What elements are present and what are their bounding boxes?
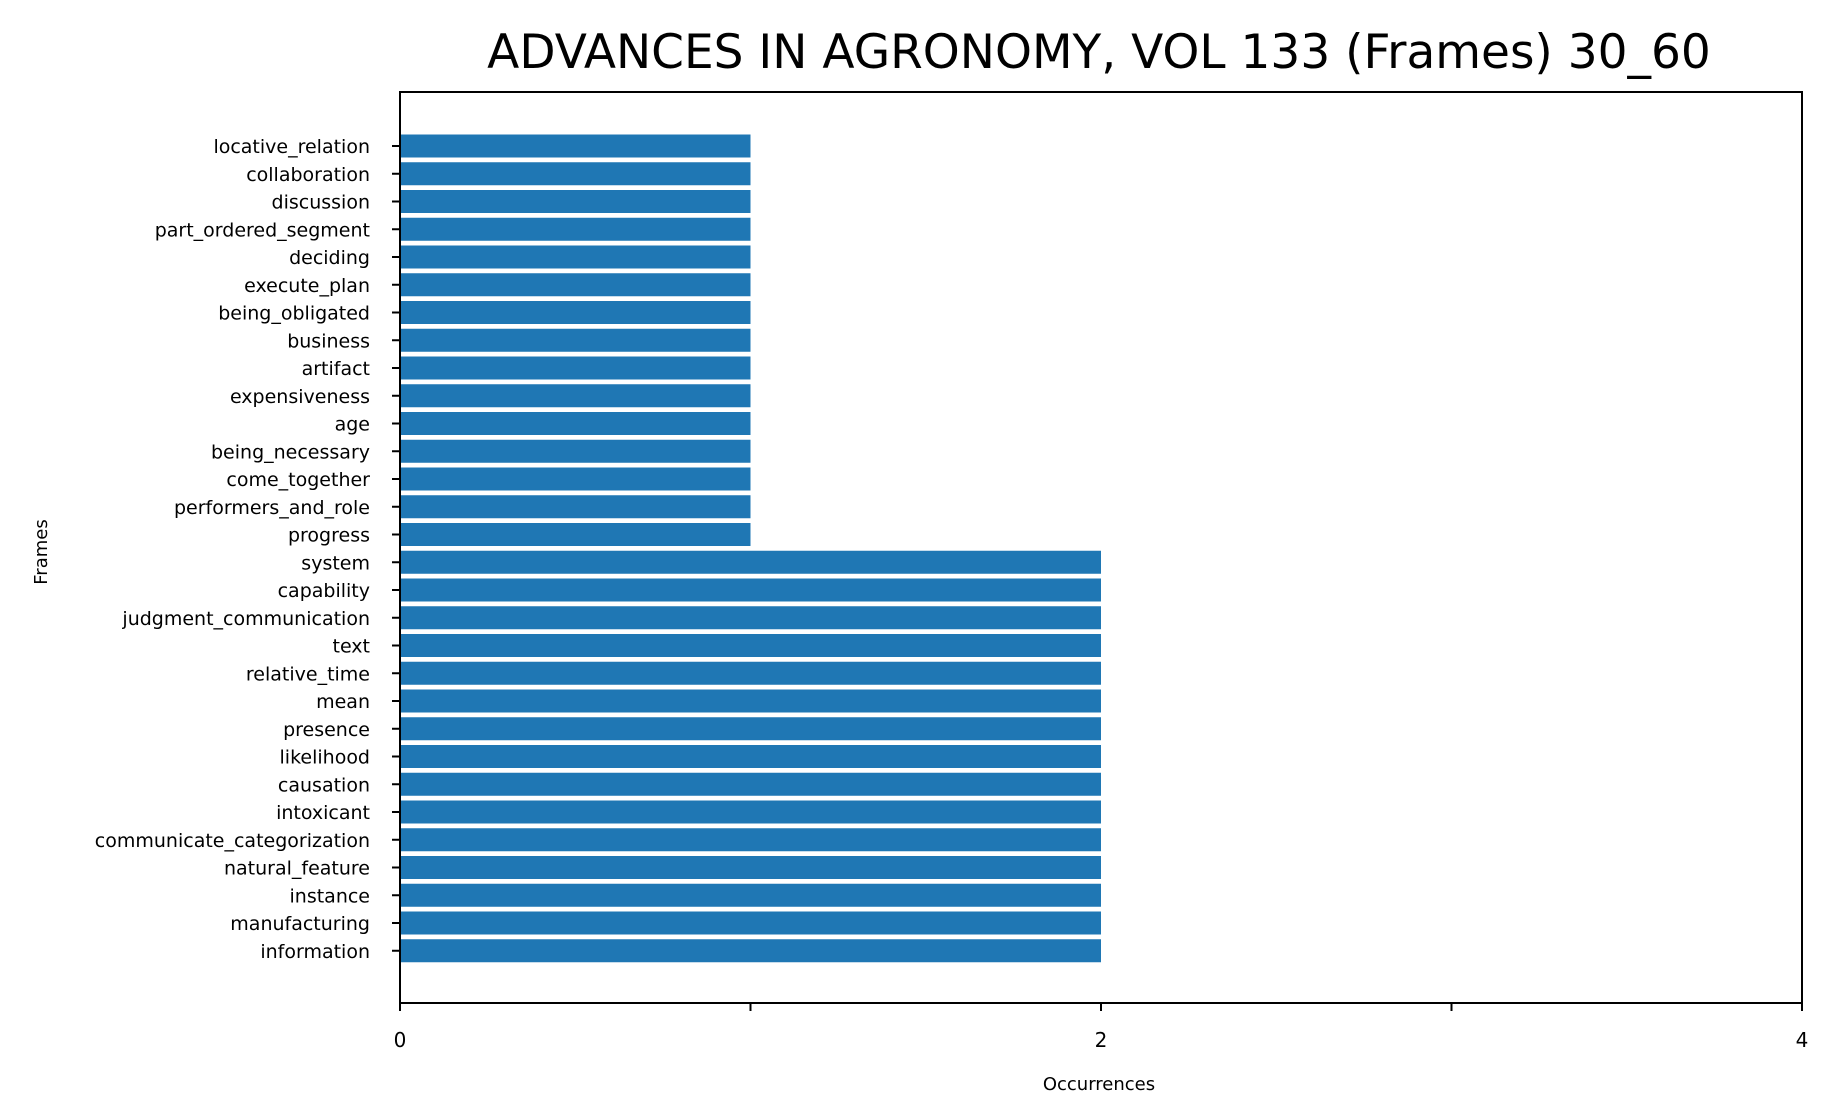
bar-artifact [400, 356, 751, 380]
y-tick-label: execute_plan [244, 275, 370, 297]
y-tick-label: text [333, 636, 371, 658]
bar-judgment_communication [400, 606, 1101, 630]
y-axis-ticks: locative_relation collaboration discussion… [95, 136, 400, 963]
bar-causation [400, 772, 1101, 796]
y-tick-label: collaboration [246, 164, 370, 186]
bar-expensiveness [400, 384, 751, 408]
bar-relative_time [400, 661, 1101, 685]
bar-presence [400, 717, 1101, 741]
bar-likelihood [400, 745, 1101, 768]
y-tick-label: business [287, 330, 370, 352]
y-tick-label: natural_feature [224, 858, 370, 880]
bar-system [400, 550, 1101, 574]
bar-performers_and_role [400, 495, 751, 519]
bar-communicate_categorization [400, 828, 1101, 852]
bar-manufacturing [400, 911, 1101, 935]
y-tick-label: capability [278, 580, 370, 602]
y-tick-label: locative_relation [213, 136, 370, 158]
bars-group [400, 134, 1101, 963]
bar-capability [400, 578, 1101, 602]
bar-part_ordered_segment [400, 217, 751, 241]
bar-progress [400, 523, 751, 546]
y-tick-label: being_obligated [218, 303, 370, 325]
plot-frame [399, 91, 1803, 1004]
bar-locative_relation [400, 134, 751, 158]
x-axis-ticks: 0 2 4 [394, 1003, 1809, 1052]
y-tick-label: age [335, 414, 370, 436]
x-tick-label: 2 [1095, 1028, 1108, 1052]
y-axis-label: Frames [31, 519, 52, 584]
x-tick-label: 0 [394, 1028, 407, 1052]
bar-discussion [400, 190, 751, 213]
bar-information [400, 939, 1101, 963]
x-tick-label: 4 [1796, 1028, 1809, 1052]
y-tick-label: manufacturing [230, 913, 370, 935]
bar-collaboration [400, 162, 751, 186]
bar-intoxicant [400, 800, 1101, 824]
y-tick-label: relative_time [246, 663, 370, 685]
bar-natural_feature [400, 856, 1101, 879]
y-tick-label: information [260, 941, 370, 963]
y-tick-label: deciding [289, 247, 370, 269]
bar-deciding [400, 245, 751, 269]
y-tick-label: progress [288, 525, 370, 547]
y-tick-label: likelihood [280, 747, 370, 769]
y-tick-label: expensiveness [230, 386, 370, 408]
x-axis-label: Occurrences [1043, 1074, 1155, 1095]
y-tick-label: system [301, 552, 370, 574]
y-tick-label: communicate_categorization [95, 830, 370, 852]
y-tick-label: intoxicant [276, 802, 370, 824]
y-tick-label: artifact [302, 358, 370, 380]
bar-age [400, 412, 751, 435]
chart-title: ADVANCES IN AGRONOMY, VOL 133 (Frames) 3… [487, 25, 1711, 80]
y-tick-label: part_ordered_segment [155, 219, 370, 241]
y-tick-label: being_necessary [211, 441, 370, 463]
bar-being_obligated [400, 301, 751, 324]
bar-business [400, 328, 751, 352]
bar-execute_plan [400, 273, 751, 297]
bar-being_necessary [400, 439, 751, 463]
y-tick-label: discussion [272, 192, 370, 214]
bar-instance [400, 883, 1101, 907]
bar-text [400, 634, 1101, 657]
bar-mean [400, 689, 1101, 713]
y-tick-label: judgment_communication [121, 608, 370, 630]
y-tick-label: presence [283, 719, 370, 741]
bar-come_together [400, 467, 751, 491]
y-tick-label: mean [316, 691, 370, 713]
y-tick-label: come_together [226, 469, 370, 491]
y-tick-label: performers_and_role [174, 497, 370, 519]
y-tick-label: causation [278, 774, 370, 796]
y-tick-label: instance [290, 885, 371, 907]
